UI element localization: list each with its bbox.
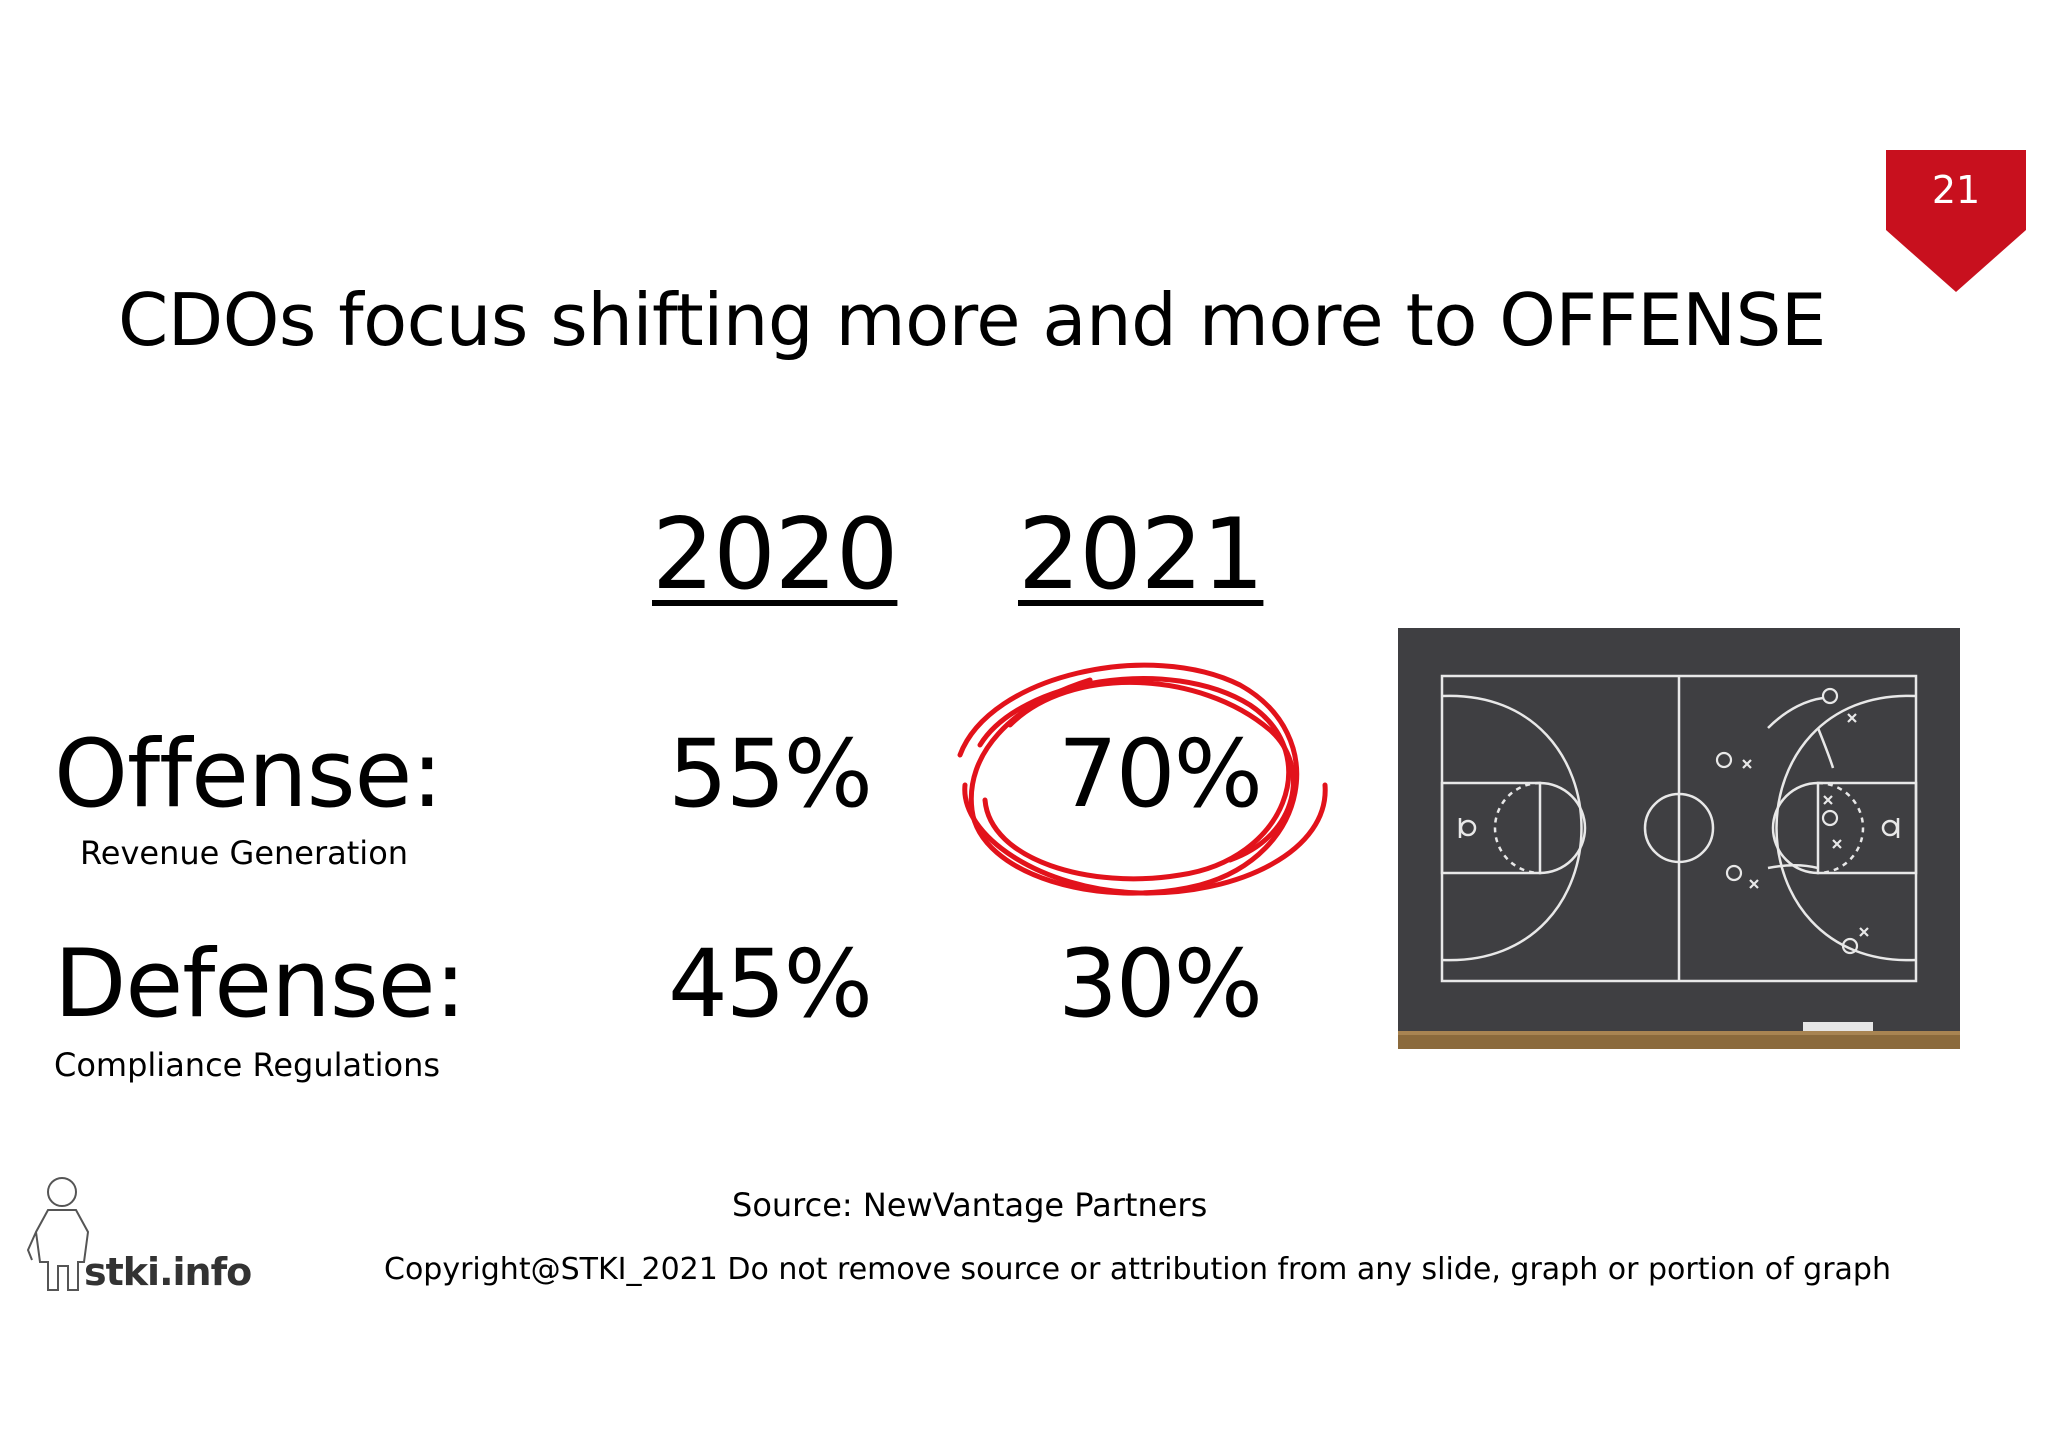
slide-number-badge: 21 (1886, 150, 2026, 292)
copyright-note: Copyright@STKI_2021 Do not remove source… (384, 1252, 1891, 1287)
stki-logo: stki.info (22, 1170, 252, 1300)
offense-label: Offense: (54, 720, 443, 829)
year-header-2020: 2020 (652, 498, 898, 612)
defense-label: Defense: (54, 930, 466, 1039)
slide-number: 21 (1931, 168, 1981, 212)
basketball-chalkboard-image (1398, 628, 1960, 1049)
defense-2020-value: 45% (668, 930, 873, 1039)
logo-text: stki.info (84, 1250, 252, 1294)
highlight-circle (957, 662, 1328, 896)
figure-icon (26, 1177, 90, 1291)
badge-shape (1886, 150, 2026, 292)
source-note: Source: NewVantage Partners (732, 1186, 1208, 1224)
offense-sublabel: Revenue Generation (80, 834, 409, 872)
year-header-2021: 2021 (1018, 498, 1264, 612)
offense-2021-value: 70% (1058, 720, 1263, 829)
offense-2020-value: 55% (668, 720, 873, 829)
defense-2021-value: 30% (1058, 930, 1263, 1039)
slide-title: CDOs focus shifting more and more to OFF… (118, 278, 1826, 362)
defense-sublabel: Compliance Regulations (54, 1046, 441, 1084)
